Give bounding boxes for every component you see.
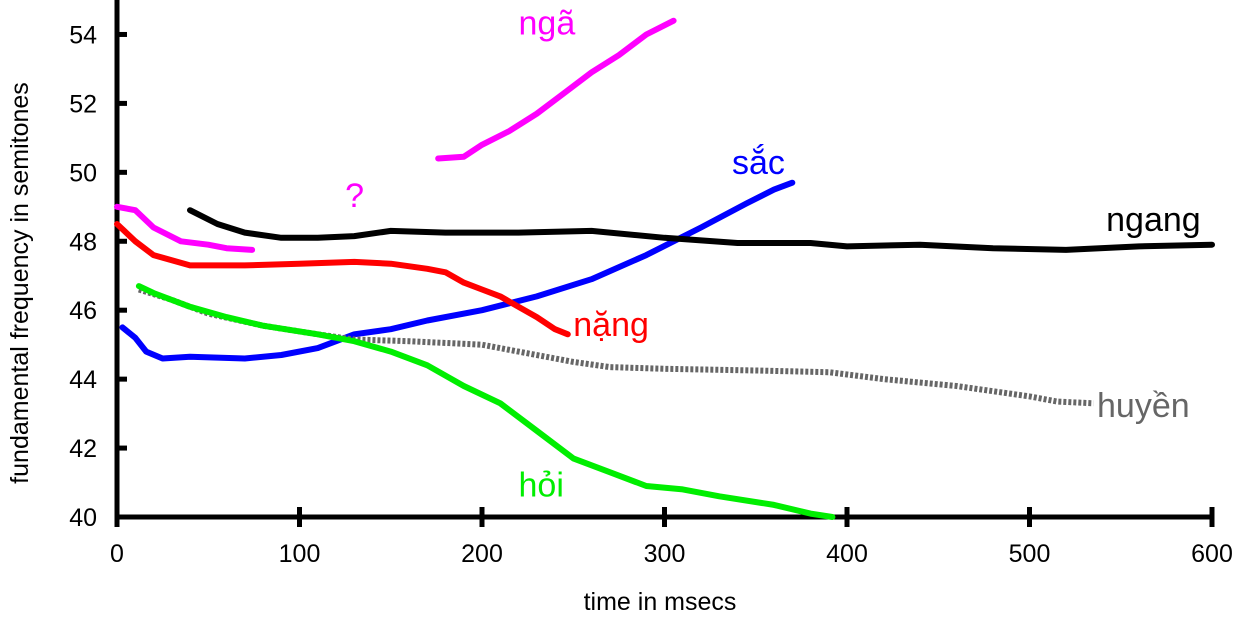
y-tick-label: 50 [69,159,97,187]
series-label: huyền [1097,387,1190,425]
x-tick-label: 100 [279,540,321,568]
y-tick-label: 46 [69,297,97,325]
x-axis-label: time in msecs [584,588,737,616]
series-line-3 [119,179,796,362]
series-layer [114,17,1215,520]
series-label: ngang [1106,201,1201,239]
series-labels: ngã? sắc ngang nặng huyền hỏi [345,4,1201,504]
y-tick-label: 52 [69,90,97,118]
series-line-6 [137,286,1094,407]
y-tick-label: 40 [69,504,97,532]
x-tick-label: 200 [461,540,503,568]
y-tick-label: 54 [69,21,97,49]
series-label: nặng [573,306,649,344]
y-tick-label: 42 [69,435,97,463]
series-line-7 [135,283,836,520]
series-line-4 [187,207,1215,253]
series-label: hỏi [519,466,564,504]
x-tick-label: 500 [1009,540,1051,568]
y-tick-label: 44 [69,366,97,394]
series-label: ? [345,177,364,215]
x-tick-label: 0 [110,540,124,568]
x-tick-label: 600 [1191,540,1233,568]
series-line-5 [114,221,571,338]
series-line-1 [435,17,677,162]
series-line-2 [114,203,256,253]
axes: 0 100 200 300 400 500 600 40 42 44 46 48 50 52 54 [69,0,1233,568]
y-axis-label: fundamental frequency in semitones [6,82,34,484]
y-tick-label: 48 [69,228,97,256]
series-label: ngã [519,4,576,42]
series-label: sắc [732,144,785,182]
x-tick-label: 300 [644,540,686,568]
x-tick-label: 400 [826,540,868,568]
